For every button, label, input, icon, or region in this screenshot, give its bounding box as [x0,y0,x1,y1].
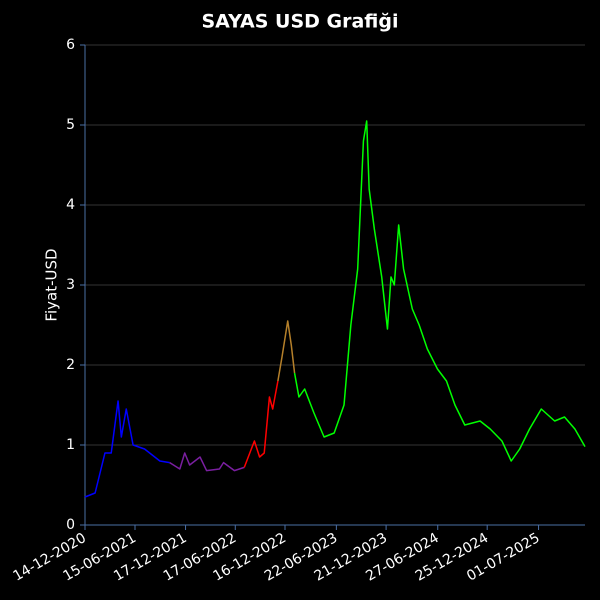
price-line [84,400,170,498]
y-tick-label: 3 [66,277,75,293]
y-tick-label: 4 [66,197,75,213]
y-tick-label: 5 [66,117,75,133]
y-tick-label: 6 [66,37,75,53]
y-axis-label: Fiyat-USD [43,248,61,321]
y-tick-label: 0 [66,517,75,533]
y-tick-label: 2 [66,357,75,373]
chart-title: SAYAS USD Grafiği [202,11,399,33]
price-line [293,120,586,462]
price-line [169,452,245,472]
price-line [243,380,279,468]
price-line [277,320,296,382]
y-tick-label: 1 [66,437,75,453]
